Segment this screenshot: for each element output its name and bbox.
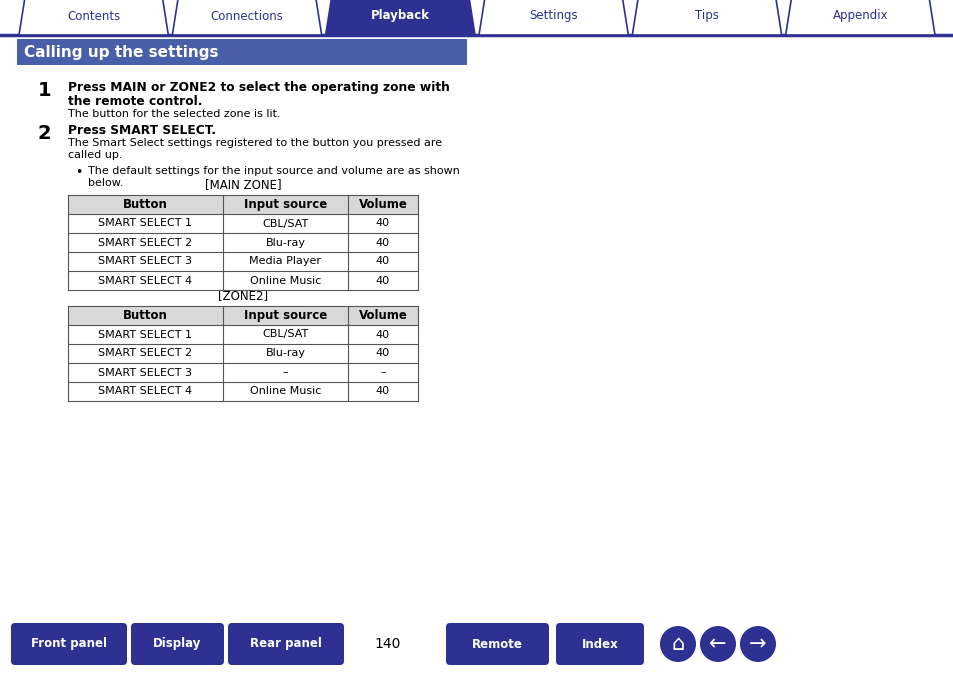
Text: [ZONE2]: [ZONE2] — [217, 289, 268, 302]
FancyBboxPatch shape — [68, 233, 417, 252]
FancyBboxPatch shape — [68, 325, 417, 344]
FancyBboxPatch shape — [68, 252, 417, 271]
Text: Remote: Remote — [472, 637, 522, 651]
Circle shape — [740, 626, 775, 662]
Text: Playback: Playback — [371, 9, 430, 22]
Text: Display: Display — [153, 637, 201, 651]
Polygon shape — [632, 0, 781, 35]
Text: Input source: Input source — [244, 198, 327, 211]
FancyBboxPatch shape — [11, 623, 127, 665]
Text: CBL/SAT: CBL/SAT — [262, 219, 309, 229]
Polygon shape — [19, 0, 168, 35]
Text: ⌂: ⌂ — [671, 634, 684, 654]
Text: [MAIN ZONE]: [MAIN ZONE] — [205, 178, 281, 191]
Circle shape — [700, 626, 735, 662]
Text: Button: Button — [123, 198, 168, 211]
Text: Rear panel: Rear panel — [250, 637, 321, 651]
Text: SMART SELECT 3: SMART SELECT 3 — [98, 367, 193, 378]
Text: Appendix: Appendix — [832, 9, 887, 22]
Text: •: • — [75, 166, 82, 179]
Text: SMART SELECT 1: SMART SELECT 1 — [98, 219, 193, 229]
Text: CBL/SAT: CBL/SAT — [262, 330, 309, 339]
Text: The Smart Select settings registered to the button you pressed are: The Smart Select settings registered to … — [68, 138, 441, 148]
Text: Volume: Volume — [358, 198, 407, 211]
FancyBboxPatch shape — [68, 271, 417, 290]
Text: below.: below. — [88, 178, 123, 188]
Text: 40: 40 — [375, 275, 390, 285]
FancyBboxPatch shape — [68, 363, 417, 382]
Text: 40: 40 — [375, 256, 390, 267]
Text: 2: 2 — [38, 124, 51, 143]
Polygon shape — [478, 0, 628, 35]
Text: Index: Index — [581, 637, 618, 651]
FancyBboxPatch shape — [68, 195, 417, 214]
FancyBboxPatch shape — [131, 623, 224, 665]
Circle shape — [659, 626, 696, 662]
Text: 40: 40 — [375, 386, 390, 396]
Polygon shape — [172, 0, 321, 35]
FancyBboxPatch shape — [68, 214, 417, 233]
Text: 140: 140 — [375, 637, 401, 651]
Text: –: – — [282, 367, 288, 378]
Text: Calling up the settings: Calling up the settings — [24, 44, 218, 59]
Text: Front panel: Front panel — [30, 637, 107, 651]
Text: The button for the selected zone is lit.: The button for the selected zone is lit. — [68, 109, 280, 119]
Text: 40: 40 — [375, 330, 390, 339]
FancyBboxPatch shape — [446, 623, 548, 665]
FancyBboxPatch shape — [68, 382, 417, 401]
Text: Online Music: Online Music — [250, 386, 321, 396]
FancyBboxPatch shape — [68, 306, 417, 325]
Text: Input source: Input source — [244, 309, 327, 322]
Text: SMART SELECT 1: SMART SELECT 1 — [98, 330, 193, 339]
Text: 1: 1 — [38, 81, 51, 100]
Text: ←: ← — [708, 634, 726, 654]
Polygon shape — [325, 0, 475, 35]
Text: Online Music: Online Music — [250, 275, 321, 285]
Text: SMART SELECT 2: SMART SELECT 2 — [98, 349, 193, 359]
Text: →: → — [748, 634, 766, 654]
Text: 40: 40 — [375, 349, 390, 359]
Text: Press SMART SELECT.: Press SMART SELECT. — [68, 124, 216, 137]
Text: Blu-ray: Blu-ray — [265, 238, 305, 248]
Text: Tips: Tips — [695, 9, 719, 22]
FancyBboxPatch shape — [17, 39, 467, 65]
Text: 40: 40 — [375, 238, 390, 248]
FancyBboxPatch shape — [68, 344, 417, 363]
Polygon shape — [785, 0, 934, 35]
Text: Settings: Settings — [529, 9, 578, 22]
Text: Press MAIN or ZONE2 to select the operating zone with: Press MAIN or ZONE2 to select the operat… — [68, 81, 450, 94]
Text: SMART SELECT 4: SMART SELECT 4 — [98, 386, 193, 396]
Text: Contents: Contents — [67, 9, 120, 22]
Text: Media Player: Media Player — [250, 256, 321, 267]
Text: Volume: Volume — [358, 309, 407, 322]
Text: SMART SELECT 2: SMART SELECT 2 — [98, 238, 193, 248]
Text: Connections: Connections — [211, 9, 283, 22]
FancyBboxPatch shape — [228, 623, 344, 665]
Text: Blu-ray: Blu-ray — [265, 349, 305, 359]
Text: –: – — [380, 367, 385, 378]
Text: Button: Button — [123, 309, 168, 322]
FancyBboxPatch shape — [556, 623, 643, 665]
Text: SMART SELECT 3: SMART SELECT 3 — [98, 256, 193, 267]
Text: the remote control.: the remote control. — [68, 95, 202, 108]
Text: The default settings for the input source and volume are as shown: The default settings for the input sourc… — [88, 166, 459, 176]
Text: 40: 40 — [375, 219, 390, 229]
Text: SMART SELECT 4: SMART SELECT 4 — [98, 275, 193, 285]
Text: called up.: called up. — [68, 150, 122, 160]
